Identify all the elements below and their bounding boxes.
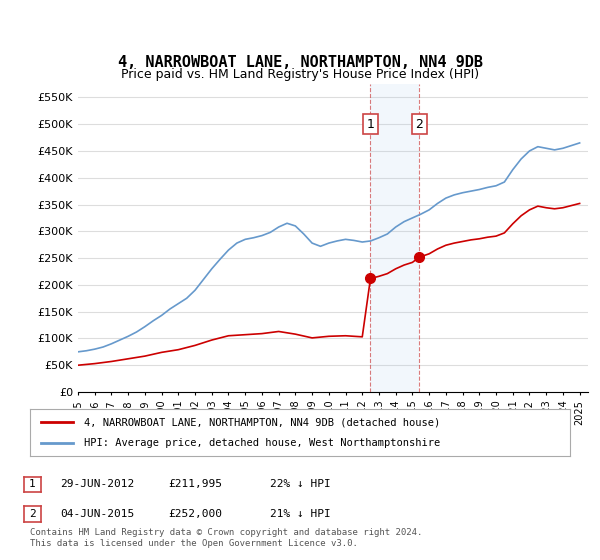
Text: 1: 1 — [29, 479, 36, 489]
Text: £211,995: £211,995 — [168, 479, 222, 489]
Text: 4, NARROWBOAT LANE, NORTHAMPTON, NN4 9DB (detached house): 4, NARROWBOAT LANE, NORTHAMPTON, NN4 9DB… — [84, 417, 440, 427]
Text: 21% ↓ HPI: 21% ↓ HPI — [270, 509, 331, 519]
Text: 29-JUN-2012: 29-JUN-2012 — [60, 479, 134, 489]
Text: 1: 1 — [367, 118, 374, 130]
Text: HPI: Average price, detached house, West Northamptonshire: HPI: Average price, detached house, West… — [84, 438, 440, 448]
Text: Contains HM Land Registry data © Crown copyright and database right 2024.
This d: Contains HM Land Registry data © Crown c… — [30, 528, 422, 548]
Text: 4, NARROWBOAT LANE, NORTHAMPTON, NN4 9DB: 4, NARROWBOAT LANE, NORTHAMPTON, NN4 9DB — [118, 55, 482, 70]
Bar — [370, 84, 419, 392]
Text: 22% ↓ HPI: 22% ↓ HPI — [270, 479, 331, 489]
Text: 2: 2 — [416, 118, 424, 130]
Text: £252,000: £252,000 — [168, 509, 222, 519]
Text: Price paid vs. HM Land Registry's House Price Index (HPI): Price paid vs. HM Land Registry's House … — [121, 68, 479, 81]
Text: 2: 2 — [29, 509, 36, 519]
Text: 04-JUN-2015: 04-JUN-2015 — [60, 509, 134, 519]
